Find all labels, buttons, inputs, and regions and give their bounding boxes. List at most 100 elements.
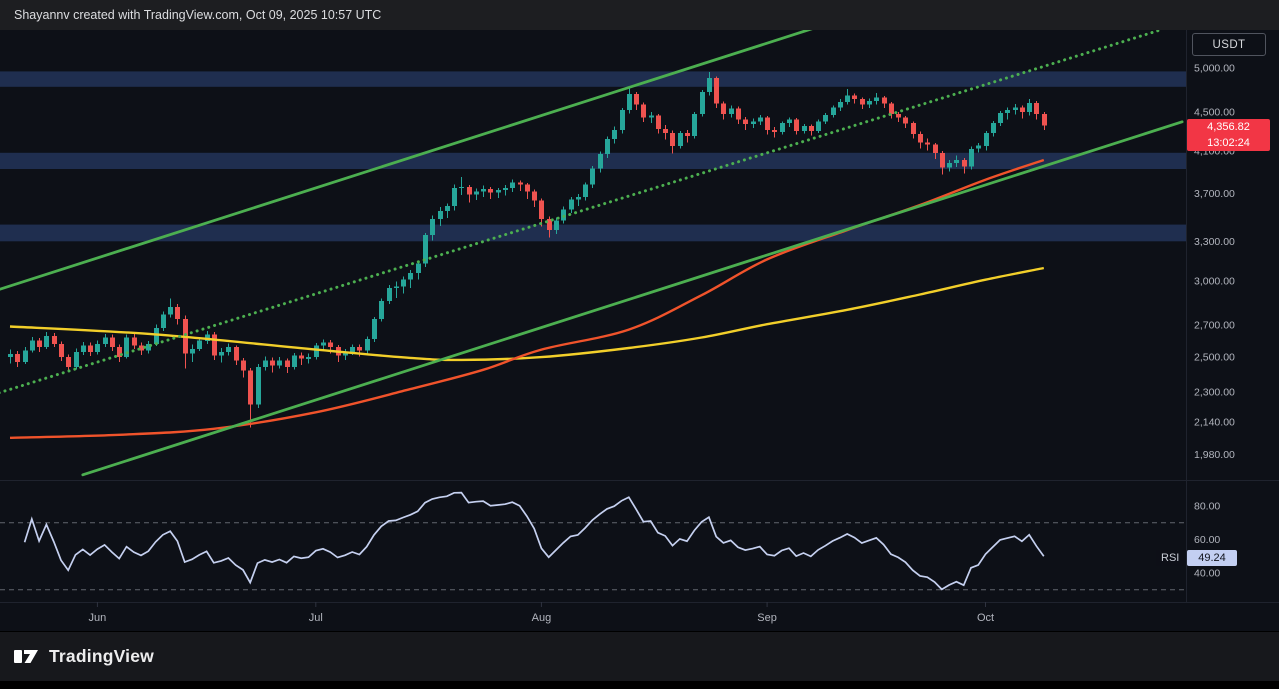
price-tick-label: 3,000.00 — [1194, 276, 1235, 288]
candle-body — [758, 117, 763, 122]
candle-body — [933, 144, 938, 153]
candle-body — [991, 123, 996, 133]
candle-body — [445, 206, 450, 211]
candle-body — [241, 360, 246, 371]
price-chart-canvas[interactable]: 5,000.004,500.004,100.003,700.003,300.00… — [0, 30, 1279, 631]
candle-body — [976, 145, 981, 149]
candle-body — [729, 108, 734, 114]
tradingview-brand-text[interactable]: TradingView — [49, 646, 154, 666]
candle-body — [620, 110, 625, 130]
candle-body — [394, 286, 399, 288]
rsi-line[interactable] — [23, 491, 1045, 591]
bottom-strip — [0, 681, 1279, 689]
candle-body — [256, 367, 261, 405]
tradingview-logo-icon[interactable] — [13, 643, 40, 670]
price-tick-label: 2,300.00 — [1194, 386, 1235, 398]
candle-body — [510, 182, 515, 188]
rsi-indicator-label: RSI — [1156, 550, 1185, 566]
candle-body — [321, 342, 326, 346]
candle-body — [692, 113, 697, 136]
candle-body — [765, 117, 770, 130]
candle-body — [809, 126, 814, 131]
candle-body — [539, 200, 544, 220]
candle-body — [408, 272, 413, 280]
rsi-tick-label: 40.00 — [1194, 568, 1220, 580]
month-label: Aug — [532, 612, 552, 624]
candle-body — [219, 352, 224, 356]
attribution-text: Shayannv created with TradingView.com, O… — [14, 8, 382, 22]
candle-body — [518, 182, 523, 185]
candle-body — [175, 306, 180, 319]
candle-body — [226, 347, 231, 353]
candle-body — [736, 108, 741, 120]
candle-body — [328, 342, 333, 348]
candle-body — [285, 360, 290, 368]
candle-body — [234, 347, 239, 361]
candle-body — [117, 347, 122, 358]
candle-body — [627, 93, 632, 111]
month-label: Jun — [89, 612, 107, 624]
candle-body — [23, 350, 28, 363]
trendline-channel-lower[interactable] — [81, 120, 1184, 477]
candle-body — [547, 219, 552, 231]
candle-body — [816, 121, 821, 131]
candle-body — [1034, 102, 1039, 114]
candle-body — [612, 130, 617, 139]
candle-body — [270, 360, 275, 366]
candle-body — [554, 220, 559, 231]
month-label: Oct — [977, 612, 994, 624]
candle-body — [205, 334, 210, 341]
attribution-bar: Shayannv created with TradingView.com, O… — [0, 0, 1279, 30]
candle-body — [430, 219, 435, 236]
candle-body — [387, 288, 392, 301]
rsi-scale[interactable]: 80.00 60.00 40.00 — [1194, 501, 1220, 580]
candle-body — [467, 186, 472, 195]
time-scale[interactable]: Jun Jul Aug Sep Oct — [89, 602, 995, 624]
candle-body — [772, 130, 777, 132]
currency-toggle[interactable]: USDT — [1192, 33, 1266, 56]
candle-body — [707, 78, 712, 93]
trendline-channel-median[interactable] — [0, 30, 1162, 395]
candle-body — [52, 335, 57, 344]
candle-body — [124, 337, 129, 358]
candle-body — [678, 132, 683, 146]
candle-body — [161, 314, 166, 329]
candle-body — [605, 138, 610, 154]
candle-body — [110, 337, 115, 348]
trendline-channel-upper[interactable] — [0, 30, 818, 291]
chart-area[interactable]: 5,000.00 4,500.00 4,100.00 3,700.00 3,300.00… — [0, 30, 1279, 631]
candle-body — [889, 103, 894, 114]
price-scale[interactable]: 5,000.004,500.004,100.003,700.003,300.00… — [1194, 63, 1235, 461]
candle-body — [1027, 102, 1032, 112]
candle-body — [474, 191, 479, 195]
price-tick-label: 2,500.00 — [1194, 352, 1235, 364]
ma-yellow-line[interactable] — [9, 266, 1045, 362]
candle-body — [292, 355, 297, 368]
candle-body — [212, 334, 217, 356]
candle-body — [743, 119, 748, 125]
candle-body — [802, 126, 807, 131]
candle-body — [984, 132, 989, 146]
candles-layer[interactable] — [8, 72, 1047, 428]
candle-body — [685, 132, 690, 136]
candle-body — [911, 123, 916, 134]
candle-body — [365, 339, 370, 351]
last-price-value: 4,356.82 — [1187, 119, 1270, 135]
candle-body — [197, 340, 202, 349]
bar-countdown: 13:02:24 — [1187, 135, 1270, 151]
candle-body — [452, 188, 457, 207]
candle-body — [794, 119, 799, 131]
candle-body — [656, 115, 661, 129]
candle-body — [37, 340, 42, 348]
candle-body — [168, 306, 173, 315]
candle-body — [299, 355, 304, 359]
ma-orange-line[interactable] — [9, 158, 1045, 439]
candle-body — [874, 97, 879, 101]
currency-label: USDT — [1212, 38, 1246, 51]
candle-body — [66, 357, 71, 368]
candle-body — [88, 345, 93, 353]
month-label: Sep — [757, 612, 777, 624]
candle-body — [81, 345, 86, 353]
candle-body — [74, 352, 79, 368]
candle-body — [860, 99, 865, 105]
